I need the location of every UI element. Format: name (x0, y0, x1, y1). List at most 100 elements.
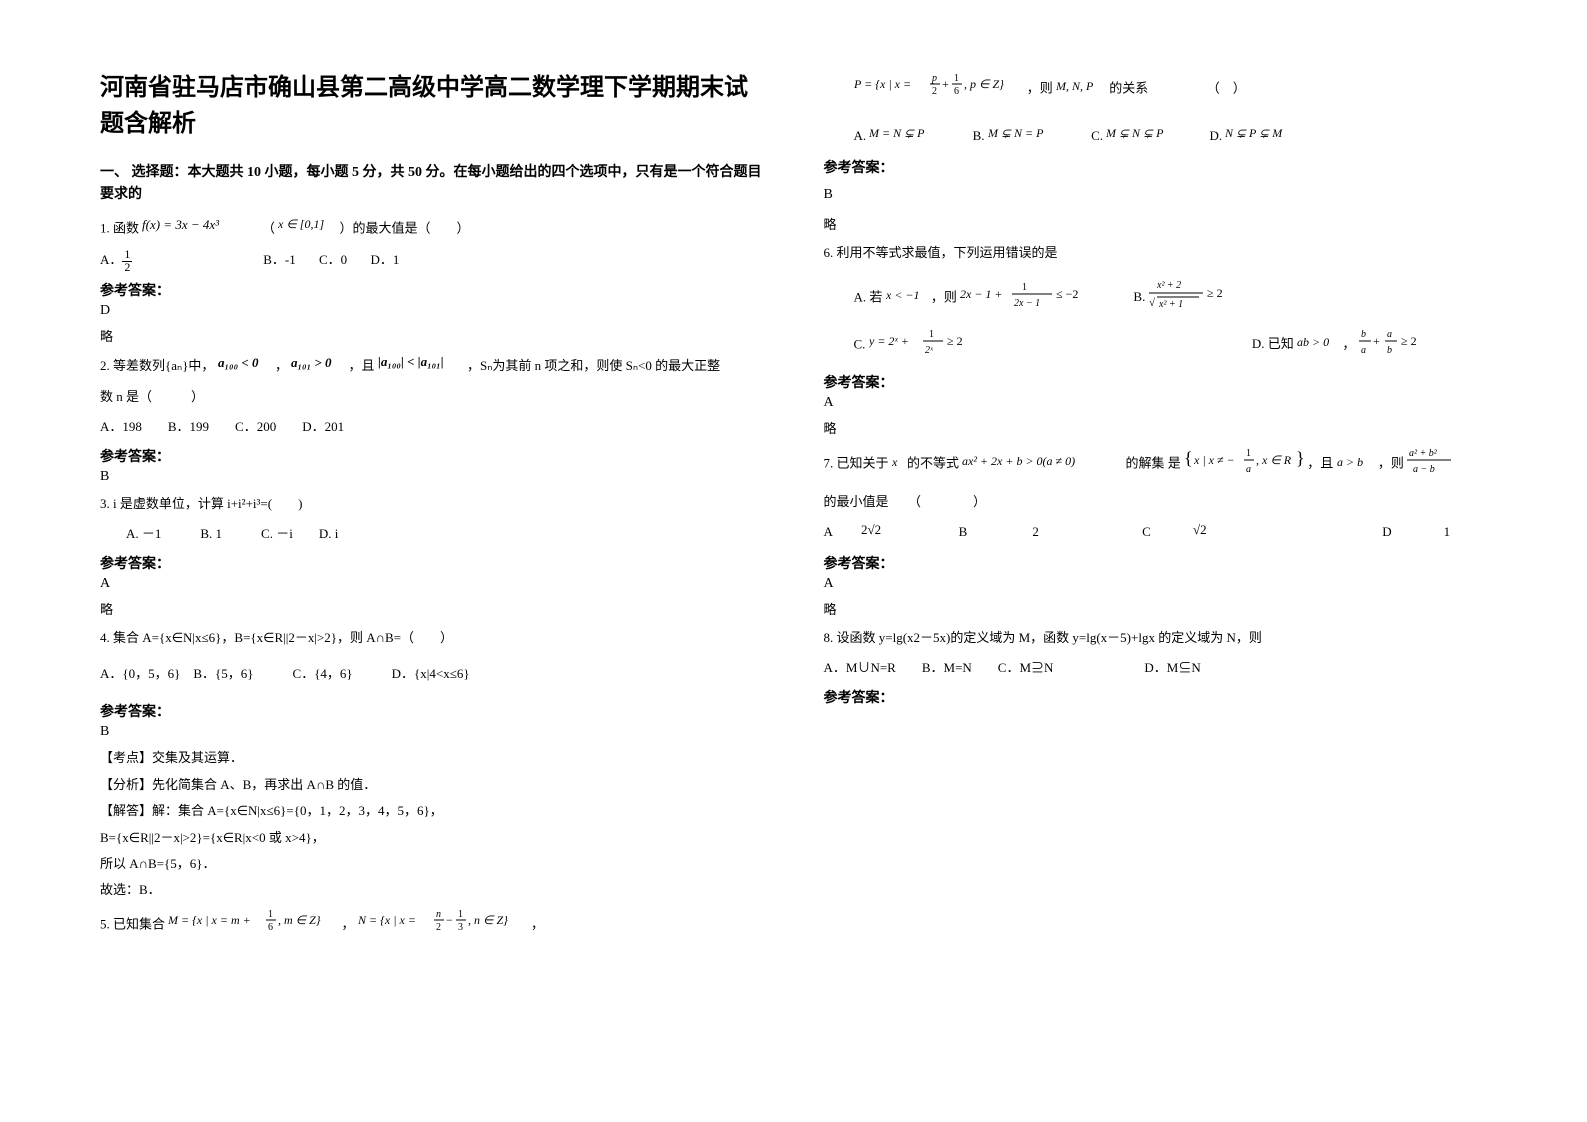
svg-text:a − b: a − b (1413, 464, 1435, 475)
section-heading: 一、 选择题：本大题共 10 小题，每小题 5 分，共 50 分。在每小题给出的… (100, 162, 764, 207)
svg-text:1: 1 (954, 73, 959, 84)
svg-text:x < −1: x < −1 (886, 288, 920, 302)
q3-opts: A. －1 B. 1 C. －i D. i (100, 521, 764, 547)
svg-text:a: a (1387, 329, 1392, 340)
svg-text:+: + (942, 77, 949, 91)
page-title: 河南省驻马店市确山县第二高级中学高二数学理下学期期末试题含解析 (100, 70, 764, 142)
q5-stem: 5. 已知集合 M = {x | x = m + 16, m ∈ Z} ， N … (100, 906, 764, 945)
svg-text:a > b: a > b (1337, 455, 1363, 469)
svg-text:6: 6 (268, 922, 273, 933)
math-6A: 2x − 1 + 1 2x − 1 ≤ −2 (960, 278, 1100, 319)
svg-text:, x ∈ R: , x ∈ R (1256, 453, 1292, 467)
svg-text:−: − (446, 913, 453, 927)
q4-l5: 所以 A∩B={5，6}． (100, 852, 764, 875)
svg-text:1: 1 (1022, 282, 1027, 293)
q4-l4: B={x∈R||2－x|>2}={x∈R|x<0 或 x>4}， (100, 826, 764, 849)
q1-stem: 1. 函数 f(x) = 3x − 4x³ （ x ∈ [0,1] ）的最大值是… (100, 215, 764, 244)
svg-text:f(x) = 3x − 4x³: f(x) = 3x − 4x³ (142, 217, 220, 232)
svg-text:≥ 2: ≥ 2 (1401, 334, 1417, 348)
svg-text:{: { (1184, 448, 1193, 468)
q1-paren: （ (256, 220, 276, 235)
svg-text:ax² + 2x + b > 0(a ≠ 0): ax² + 2x + b > 0(a ≠ 0) (962, 454, 1075, 468)
q6-ans: A (824, 395, 1488, 411)
svg-text:ab > 0: ab > 0 (1297, 335, 1329, 349)
svg-text:M ⊊ N ⊊ P: M ⊊ N ⊊ P (1106, 126, 1164, 140)
q7-ans: A (824, 576, 1488, 592)
q7-ans-label: 参考答案： (824, 553, 1488, 573)
svg-text:x² + 2: x² + 2 (1156, 280, 1181, 291)
q1-prefix: 1. 函数 (100, 220, 139, 235)
q6-note: 略 (824, 417, 1488, 440)
q4-stem: 4. 集合 A={x∈N|x≤6}，B={x∈R||2－x|>2}，则 A∩B=… (100, 625, 764, 651)
q1-opts: A．12 B．-1 C．0 D．1 (100, 248, 764, 274)
svg-text:2√2: 2√2 (861, 522, 881, 537)
q2-ans: B (100, 469, 764, 485)
q1-optB: B．-1 (263, 252, 296, 267)
q6-row2: C. y = 2ˣ + 12ˣ ≥ 2 D. 已知 ab > 0 ， ba+ab… (854, 325, 1488, 366)
math-M: M = {x | x = m + 16, m ∈ Z} (168, 906, 338, 945)
svg-text:2: 2 (436, 922, 441, 933)
q6-row1: A. 若 x < −1 ，则 2x − 1 + 12x − 1 ≤ −2 B. … (854, 276, 1488, 321)
q5-note: 略 (824, 213, 1488, 236)
q5-line2: P = {x | x = p2+16, p ∈ Z} ，则 M, N, P 的关… (854, 70, 1488, 109)
svg-text:a: a (1246, 464, 1251, 475)
math-abs: |a₁₀₀| < |a₁₀₁| (378, 353, 464, 380)
q3-ans: A (100, 576, 764, 592)
math-6B: x² + 2√x² + 1 ≥ 2 (1149, 276, 1239, 321)
svg-text:M ⊊ N = P: M ⊊ N = P (988, 126, 1044, 140)
q4-ans-label: 参考答案： (100, 701, 764, 721)
svg-text:}: } (1296, 448, 1304, 468)
svg-text:M = {x | x = m +: M = {x | x = m + (168, 913, 251, 927)
svg-text:x² + 1: x² + 1 (1158, 299, 1183, 310)
q4-ans: B (100, 724, 764, 740)
svg-text:2x − 1 +: 2x − 1 + (960, 287, 1003, 301)
svg-text:+: + (1373, 334, 1380, 348)
svg-text:√2: √2 (1193, 522, 1207, 537)
q1-ans-label: 参考答案： (100, 280, 764, 300)
q5-ans-label: 参考答案： (824, 157, 1488, 177)
svg-text:x | x ≠ −: x | x ≠ − (1193, 453, 1235, 467)
math-MNP: M, N, P (1056, 77, 1106, 103)
q1-suffix: ）的最大值是（ ） (340, 220, 470, 235)
svg-text:P = {x | x =: P = {x | x = (854, 77, 911, 91)
q1-optD: D．1 (370, 252, 399, 267)
math-a101: a₁₀₁ > 0 (291, 354, 345, 380)
svg-text:a: a (1361, 345, 1366, 356)
q2-opts: A．198 B．199 C．200 D．201 (100, 414, 764, 440)
q1-note: 略 (100, 325, 764, 348)
svg-text:2x − 1: 2x − 1 (1014, 298, 1040, 309)
q1-optC: C．0 (319, 252, 347, 267)
q3-stem: 3. i 是虚数单位，计算 i+i²+i³=( ) (100, 491, 764, 517)
svg-text:a₁₀₁ > 0: a₁₀₁ > 0 (291, 355, 332, 370)
svg-text:p: p (931, 73, 937, 84)
q4-l2: 【分析】先化简集合 A、B，再求出 A∩B 的值． (100, 773, 764, 796)
svg-text:2: 2 (932, 86, 937, 97)
math-domain: x ∈ [0,1] (278, 216, 336, 243)
q1-ans: D (100, 303, 764, 319)
math-N: N = {x | x = n2−13, n ∈ Z} (358, 906, 528, 945)
q3-note: 略 (100, 598, 764, 621)
svg-text:M = N ⊊ P: M = N ⊊ P (869, 126, 925, 140)
math-7set: {x | x ≠ − 1 a , x ∈ R} (1184, 444, 1304, 485)
svg-text:n: n (436, 909, 441, 920)
svg-text:1: 1 (929, 329, 934, 340)
svg-text:≤ −2: ≤ −2 (1056, 287, 1078, 301)
svg-text:1: 1 (458, 909, 463, 920)
svg-text:x ∈ [0,1]: x ∈ [0,1] (278, 217, 324, 231)
q4-l6: 故选：B． (100, 878, 764, 901)
math-7frac: a² + b²a − b (1407, 444, 1457, 485)
q1-optA: A．12 (100, 248, 140, 274)
svg-text:1: 1 (1246, 448, 1251, 459)
svg-text:M, N, P: M, N, P (1056, 79, 1094, 93)
svg-text:≥ 2: ≥ 2 (947, 334, 963, 348)
q7-opts: A 2√2 B 2 C √2 D 1 (824, 519, 1488, 547)
svg-text:2ˣ: 2ˣ (925, 345, 934, 356)
svg-text:√: √ (1149, 297, 1156, 309)
q6-stem: 6. 利用不等式求最值，下列运用错误的是 (824, 240, 1488, 266)
math-fx: f(x) = 3x − 4x³ (142, 215, 252, 244)
q2-stem: 2. 等差数列{aₙ}中， a₁₀₀ < 0 ， a₁₀₁ > 0 ，且 |a₁… (100, 353, 764, 381)
svg-text:y = 2ˣ +: y = 2ˣ + (869, 334, 909, 348)
q7-note: 略 (824, 598, 1488, 621)
q3-ans-label: 参考答案： (100, 553, 764, 573)
math-6C: y = 2ˣ + 1 2ˣ ≥ 2 (869, 325, 989, 366)
